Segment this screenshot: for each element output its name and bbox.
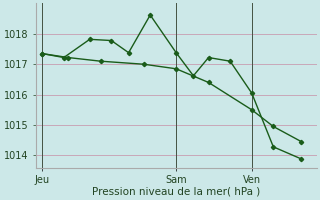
X-axis label: Pression niveau de la mer( hPa ): Pression niveau de la mer( hPa ) <box>92 187 260 197</box>
